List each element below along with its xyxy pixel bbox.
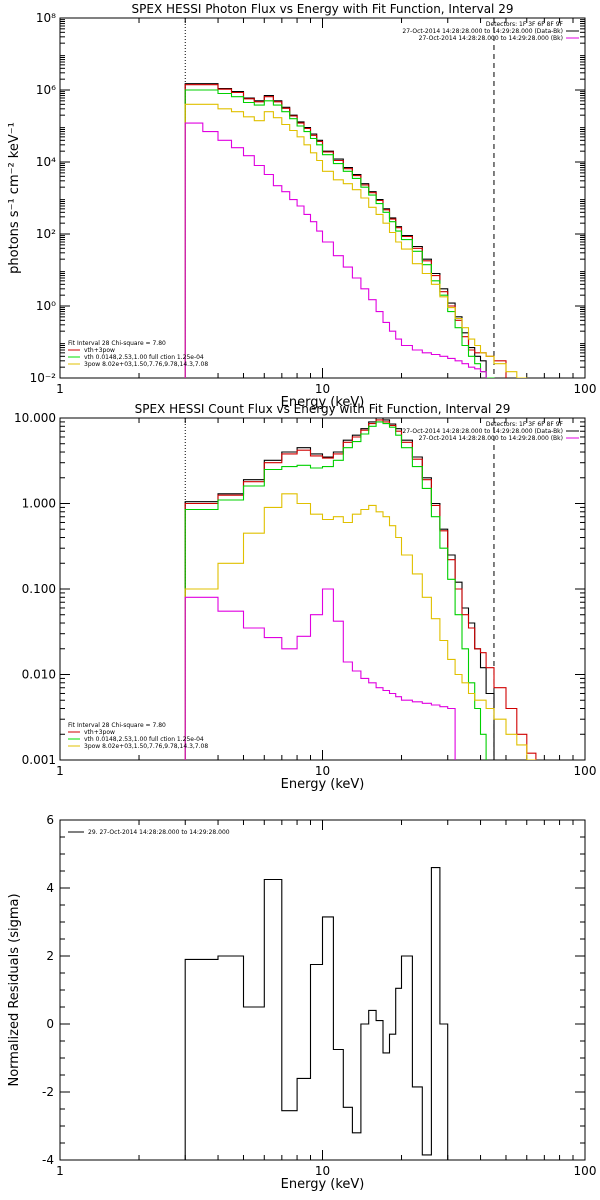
- y-tick-label: 10⁻²: [30, 371, 57, 385]
- legend-entry: 27-Oct-2014 14:28:28.000 to 14:29:28.000…: [419, 435, 563, 442]
- x-tick-label: 100: [574, 382, 597, 396]
- legend-entry: Fit Interval 28 Chi-square = 7.80: [68, 340, 166, 347]
- x-tick-label: 10: [315, 1164, 330, 1178]
- series-line-1: [184, 419, 537, 760]
- legend-entry: 27-Oct-2014 14:28:28.000 to 14:29:28.000…: [402, 28, 563, 35]
- y-tick-label: 2: [46, 949, 54, 963]
- x-axis-label: Energy (keV): [281, 395, 365, 410]
- legend-entry: 27-Oct-2014 14:28:28.000 to 14:29:28.000…: [402, 428, 563, 435]
- legend-entry: 3pow 8.02e+03,1.50,7.76,9.78,14.3,7.08: [84, 361, 208, 368]
- plot-frame: [59, 819, 586, 1161]
- y-tick-label: 0.001: [22, 753, 56, 767]
- series-line-0: [184, 867, 449, 1160]
- y-tick-label: -4: [42, 1153, 54, 1167]
- series-line-3: [184, 103, 528, 378]
- y-tick-label: 6: [46, 813, 54, 827]
- series-line-3: [184, 493, 537, 760]
- series-line-4: [184, 122, 487, 378]
- y-axis-label: photons s⁻¹ cm⁻² keV⁻¹: [7, 122, 22, 274]
- plot-frame: [59, 17, 586, 379]
- x-tick-label: 1: [56, 382, 64, 396]
- legend-entry: 29. 27-Oct-2014 14:28:28.000 to 14:29:28…: [88, 829, 230, 836]
- chart-title: SPEX HESSI Photon Flux vs Energy with Fi…: [132, 2, 514, 16]
- x-tick-label: 10: [315, 382, 330, 396]
- y-axis-label: Normalized Residuals (sigma): [7, 893, 22, 1086]
- series-line-0: [184, 83, 487, 378]
- y-tick-label: 10²: [36, 227, 56, 241]
- series-line-1: [184, 84, 507, 378]
- y-tick-label: 10⁴: [36, 155, 56, 169]
- y-tick-label: 4: [46, 881, 54, 895]
- series-line-2: [184, 421, 487, 760]
- y-tick-label: 1.000: [22, 497, 56, 511]
- y-tick-label: 10⁰: [36, 299, 56, 313]
- x-tick-label: 100: [574, 764, 597, 778]
- y-tick-label: 10⁸: [36, 11, 56, 25]
- y-tick-label: 0.010: [22, 668, 56, 682]
- x-tick-label: 1: [56, 764, 64, 778]
- series-line-0: [184, 418, 495, 760]
- y-tick-label: 0: [46, 1017, 54, 1031]
- legend-entry: vth+3pow: [84, 729, 115, 736]
- legend-entry: vth+3pow: [84, 347, 115, 354]
- series-line-2: [184, 89, 495, 378]
- x-tick-label: 1: [56, 1164, 64, 1178]
- x-tick-label: 100: [574, 1164, 597, 1178]
- legend-entry: Fit Interval 28 Chi-square = 7.80: [68, 722, 166, 729]
- series-line-4: [184, 588, 456, 760]
- legend-entry: 27-Oct-2014 14:28:28.000 to 14:29:28.000…: [419, 35, 563, 42]
- legend-entry: vth 0.0148,2.53,1.00 full ction 1.25e-04: [84, 354, 204, 361]
- x-axis-label: Energy (keV): [281, 777, 365, 792]
- x-axis-label: Energy (keV): [281, 1177, 365, 1192]
- legend-entry: vth 0.0148,2.53,1.00 full ction 1.25e-04: [84, 736, 204, 743]
- y-tick-label: 0.100: [22, 582, 56, 596]
- y-tick-label: 10⁶: [36, 83, 56, 97]
- chart-title: SPEX HESSI Count Flux vs Energy with Fit…: [135, 402, 511, 416]
- legend-entry: 3pow 8.02e+03,1.50,7.76,9.78,14.3,7.08: [84, 743, 208, 750]
- y-tick-label: 10.000: [14, 411, 56, 425]
- legend-entry: Detectors: 1F 3F 6F 8F 9F: [486, 421, 564, 428]
- x-tick-label: 10: [315, 764, 330, 778]
- legend-entry: Detectors: 1F 3F 6F 8F 9F: [486, 21, 564, 28]
- y-tick-label: -2: [42, 1085, 54, 1099]
